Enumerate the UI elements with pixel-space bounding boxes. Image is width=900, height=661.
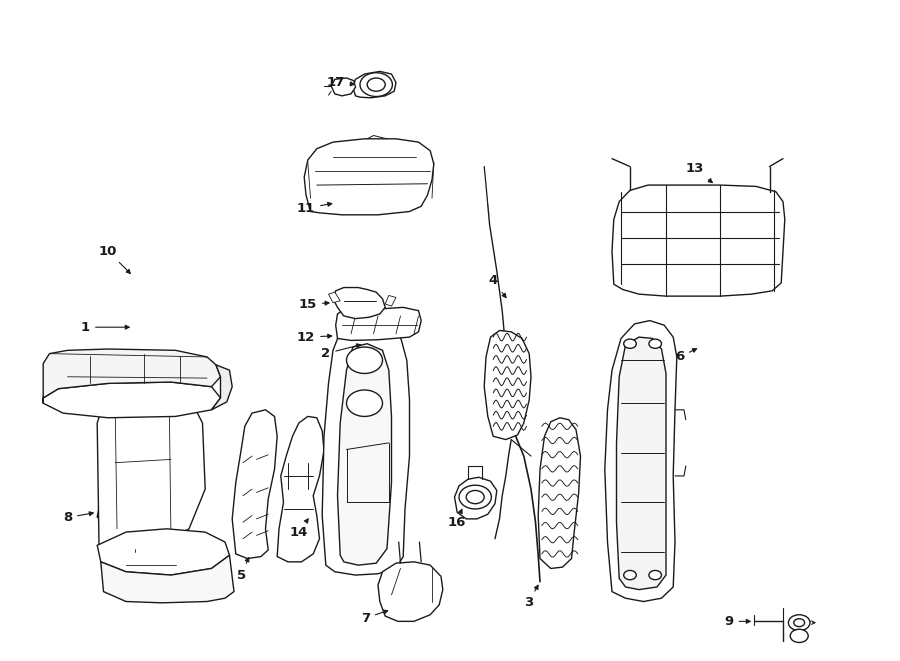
Text: 17: 17 xyxy=(327,76,355,89)
Text: 1: 1 xyxy=(81,321,130,334)
Polygon shape xyxy=(304,139,434,215)
Circle shape xyxy=(466,490,484,504)
Polygon shape xyxy=(322,316,410,575)
Text: 10: 10 xyxy=(99,245,130,274)
Polygon shape xyxy=(333,288,385,319)
Text: 5: 5 xyxy=(237,558,249,582)
Circle shape xyxy=(649,339,662,348)
Polygon shape xyxy=(97,479,162,532)
Text: 6: 6 xyxy=(675,349,697,364)
Polygon shape xyxy=(212,365,232,410)
Text: 13: 13 xyxy=(686,162,713,182)
Polygon shape xyxy=(101,555,234,603)
Circle shape xyxy=(624,570,636,580)
Text: 15: 15 xyxy=(299,297,329,311)
Text: 4: 4 xyxy=(489,274,506,297)
Polygon shape xyxy=(328,292,340,303)
Circle shape xyxy=(788,615,810,631)
Polygon shape xyxy=(97,387,205,547)
Text: 8: 8 xyxy=(63,511,94,524)
Text: 9: 9 xyxy=(724,615,751,628)
Polygon shape xyxy=(336,307,421,340)
Circle shape xyxy=(346,347,382,373)
Polygon shape xyxy=(538,418,580,568)
Polygon shape xyxy=(331,78,356,96)
Circle shape xyxy=(346,390,382,416)
Circle shape xyxy=(649,570,662,580)
Text: 16: 16 xyxy=(447,510,465,529)
Text: 14: 14 xyxy=(290,519,308,539)
Circle shape xyxy=(794,619,805,627)
Polygon shape xyxy=(616,337,666,590)
Polygon shape xyxy=(277,416,324,562)
Circle shape xyxy=(459,485,491,509)
Polygon shape xyxy=(385,295,396,306)
Text: 7: 7 xyxy=(361,610,388,625)
Polygon shape xyxy=(97,529,230,575)
Circle shape xyxy=(360,73,392,97)
Text: 3: 3 xyxy=(524,585,538,609)
Text: 11: 11 xyxy=(297,202,332,215)
Polygon shape xyxy=(605,321,677,602)
Polygon shape xyxy=(338,344,392,565)
Polygon shape xyxy=(232,410,277,559)
Polygon shape xyxy=(484,330,531,440)
Circle shape xyxy=(790,629,808,642)
Text: 2: 2 xyxy=(321,344,361,360)
Polygon shape xyxy=(43,382,220,418)
Polygon shape xyxy=(454,477,497,519)
Polygon shape xyxy=(378,562,443,621)
Polygon shape xyxy=(353,71,396,98)
Polygon shape xyxy=(43,349,220,403)
Circle shape xyxy=(624,339,636,348)
Polygon shape xyxy=(612,185,785,296)
Text: 12: 12 xyxy=(297,330,332,344)
Circle shape xyxy=(367,78,385,91)
